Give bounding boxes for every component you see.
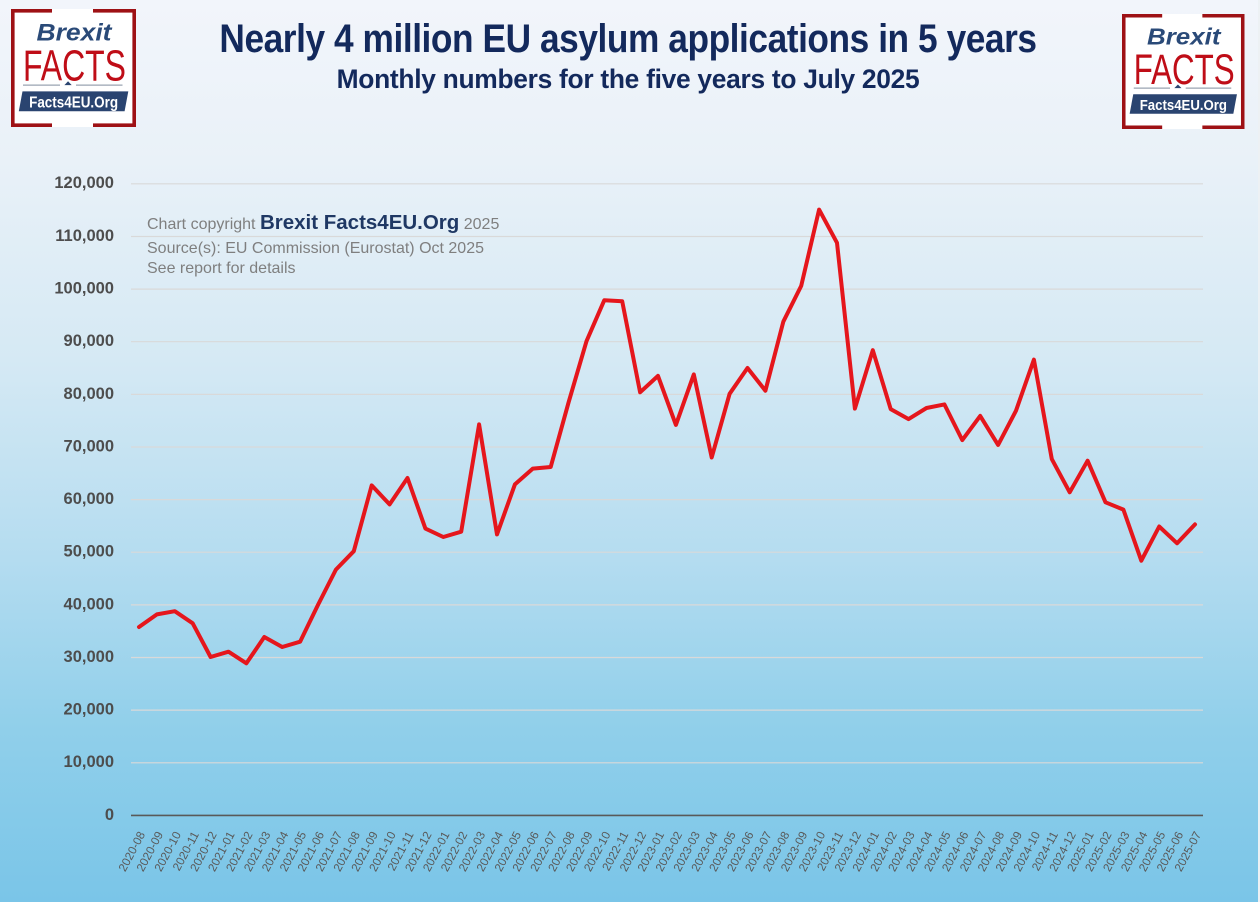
svg-text:50,000: 50,000 bbox=[64, 543, 114, 561]
svg-text:Brexit: Brexit bbox=[1147, 24, 1222, 50]
svg-text:10,000: 10,000 bbox=[64, 753, 114, 771]
svg-text:20,000: 20,000 bbox=[64, 701, 114, 719]
svg-text:Facts4EU.Org: Facts4EU.Org bbox=[29, 95, 118, 112]
svg-text:60,000: 60,000 bbox=[64, 490, 114, 508]
svg-text:110,000: 110,000 bbox=[55, 227, 114, 245]
svg-text:30,000: 30,000 bbox=[64, 648, 114, 666]
svg-text:FACTS: FACTS bbox=[1134, 46, 1235, 94]
svg-text:80,000: 80,000 bbox=[64, 385, 114, 403]
svg-text:70,000: 70,000 bbox=[64, 437, 114, 455]
svg-text:100,000: 100,000 bbox=[54, 280, 114, 298]
svg-text:Brexit: Brexit bbox=[37, 20, 113, 47]
svg-text:FACTS: FACTS bbox=[23, 42, 126, 91]
svg-text:90,000: 90,000 bbox=[64, 332, 114, 350]
svg-text:0: 0 bbox=[105, 806, 114, 824]
svg-text:40,000: 40,000 bbox=[64, 595, 114, 613]
svg-text:120,000: 120,000 bbox=[54, 174, 114, 192]
svg-text:Facts4EU.Org: Facts4EU.Org bbox=[1140, 97, 1227, 114]
